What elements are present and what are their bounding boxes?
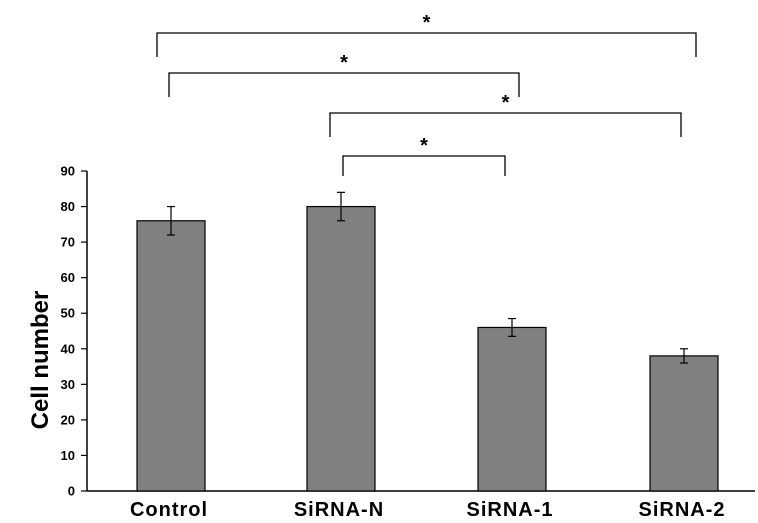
significance-bracket [329,112,682,137]
significance-bracket [342,155,506,176]
y-tick-label: 30 [61,377,75,392]
y-tick-label: 50 [61,306,75,321]
significance-star: * [420,135,428,157]
y-tick-label: 60 [61,270,75,285]
x-tick-labels: Control SiRNA-N SiRNA-1 SiRNA-2 [130,499,725,521]
bar [136,220,206,492]
significance-brackets: * * * * [156,12,697,176]
y-axis-label: Cell number [27,291,54,430]
y-tick-label: 80 [61,199,75,214]
significance-bracket [168,72,520,97]
significance-star: * [423,12,431,34]
bar [649,355,719,492]
y-tick-label: 70 [61,235,75,250]
x-tick-label: Control [130,499,208,521]
y-tick-label: 20 [61,412,75,427]
x-tick-label: SiRNA-1 [466,499,553,521]
y-ticks: 0 10 20 30 40 50 60 70 80 90 [61,164,87,499]
y-tick-label: 90 [61,164,75,179]
significance-bracket [156,32,697,57]
bar [306,205,376,492]
significance-star: * [340,52,348,74]
x-tick-label: SiRNA-2 [638,499,725,521]
y-tick-label: 0 [68,484,75,499]
y-tick-label: 10 [61,448,75,463]
bar [477,326,547,492]
bars [136,205,719,492]
x-tick-label: SiRNA-N [294,499,384,521]
significance-star: * [502,92,510,114]
error-bars [167,191,688,364]
y-tick-label: 40 [61,341,75,356]
